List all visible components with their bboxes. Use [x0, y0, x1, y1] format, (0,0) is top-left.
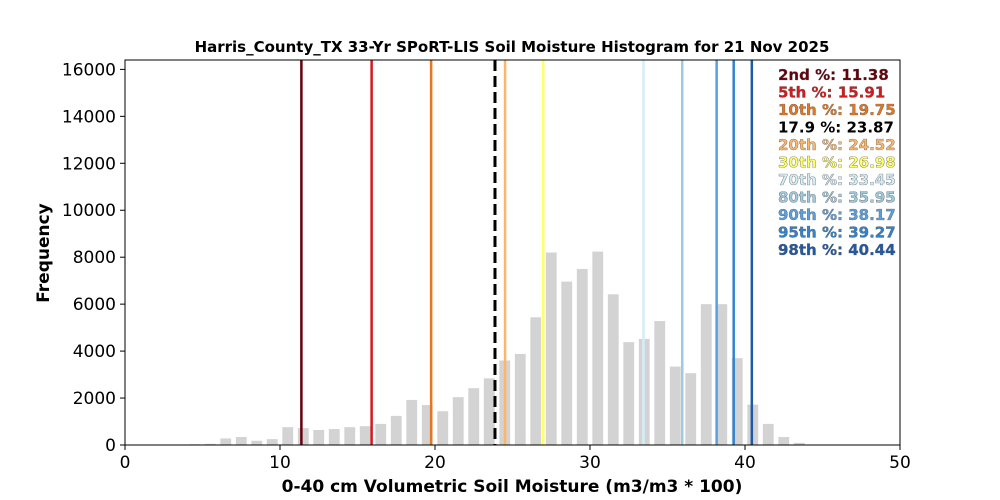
y-tick-label-7: 14000: [62, 107, 116, 127]
histogram-bar-1: [204, 443, 216, 445]
histogram-bar-33: [700, 304, 712, 445]
histogram-bar-12: [375, 423, 387, 445]
legend-entry-1: 5th %: 15.91: [778, 84, 885, 102]
legend-entry-5: 30th %: 26.98: [778, 154, 896, 172]
x-axis-label: 0-40 cm Volumetric Soil Moisture (m3/m3 …: [282, 477, 743, 497]
histogram-bar-25: [576, 268, 588, 445]
histogram-bar-26: [592, 251, 604, 445]
plot-frame: [124, 59, 901, 446]
x-tick-label-0: 0: [120, 453, 131, 473]
x-tick-label-5: 50: [889, 453, 911, 473]
histogram-bar-6: [282, 427, 294, 445]
histogram-bar-4: [251, 440, 263, 445]
histogram-bar-30: [654, 321, 666, 445]
histogram-bar-3: [235, 437, 247, 445]
histogram-bar-24: [561, 281, 573, 445]
x-tick-label-2: 20: [424, 453, 446, 473]
histogram-bar-17: [452, 397, 464, 445]
legend-entry-9: 95th %: 39.27: [778, 224, 896, 242]
histogram-bar-15: [421, 405, 433, 445]
x-tick-label-3: 30: [579, 453, 601, 473]
legend-entry-10: 98th %: 40.44: [778, 241, 896, 259]
histogram-bar-19: [483, 378, 495, 445]
y-tick-label-6: 12000: [62, 154, 116, 174]
percentile-lines: [300, 60, 754, 445]
x-axis-ticks: 0 10 20 30 40 50: [120, 445, 911, 473]
legend-entry-0: 2nd %: 11.38: [778, 66, 889, 84]
histogram-bar-11: [359, 426, 371, 445]
x-tick-label-1: 10: [269, 453, 291, 473]
histogram-bar-32: [685, 373, 697, 445]
histogram-bar-31: [669, 366, 681, 445]
histogram-bar-16: [437, 411, 449, 445]
histogram-bar-34: [716, 304, 728, 445]
legend-entry-8: 90th %: 38.17: [778, 206, 896, 224]
histogram-bar-21: [514, 353, 526, 445]
y-tick-label-8: 16000: [62, 60, 116, 80]
histogram-bar-35: [731, 358, 743, 445]
histogram-bar-5: [266, 439, 278, 445]
histogram-bar-28: [623, 342, 635, 445]
y-tick-label-3: 6000: [73, 295, 116, 315]
histogram-bar-23: [545, 252, 557, 445]
x-tick-label-4: 40: [734, 453, 756, 473]
legend-entry-6: 70th %: 33.45: [778, 171, 896, 189]
y-tick-label-0: 0: [105, 436, 116, 456]
histogram-bar-9: [328, 429, 340, 445]
y-tick-label-2: 4000: [73, 342, 116, 362]
histogram-bar-13: [390, 415, 402, 445]
histogram-bar-8: [313, 429, 325, 445]
histogram-bar-38: [778, 437, 790, 445]
legend-entry-3: 17.9 %: 23.87: [778, 119, 894, 137]
histogram-bar-39: [793, 442, 805, 445]
legend-entry-7: 80th %: 35.95: [778, 189, 896, 207]
y-axis-label: Frequency: [34, 203, 54, 303]
legend-entry-4: 20th %: 24.52: [778, 136, 896, 154]
legend-entry-2: 10th %: 19.75: [778, 101, 896, 119]
histogram-bar-18: [468, 388, 480, 445]
y-axis-ticks: 0 2000 4000 6000 8000 10000 12000 14000 16000: [62, 60, 125, 456]
y-tick-label-5: 10000: [62, 201, 116, 221]
chart-title: Harris_County_TX 33-Yr SPoRT-LIS Soil Mo…: [195, 38, 830, 56]
histogram-bars: [189, 251, 805, 445]
histogram-bar-2: [220, 438, 232, 445]
histogram-bar-22: [530, 317, 542, 445]
y-tick-label-4: 8000: [73, 248, 116, 268]
histogram-bar-27: [607, 294, 619, 445]
histogram-bar-37: [762, 423, 774, 445]
histogram-bar-14: [406, 399, 418, 445]
histogram-bar-7: [297, 428, 309, 445]
y-tick-label-1: 2000: [73, 389, 116, 409]
histogram-bar-10: [344, 427, 356, 445]
